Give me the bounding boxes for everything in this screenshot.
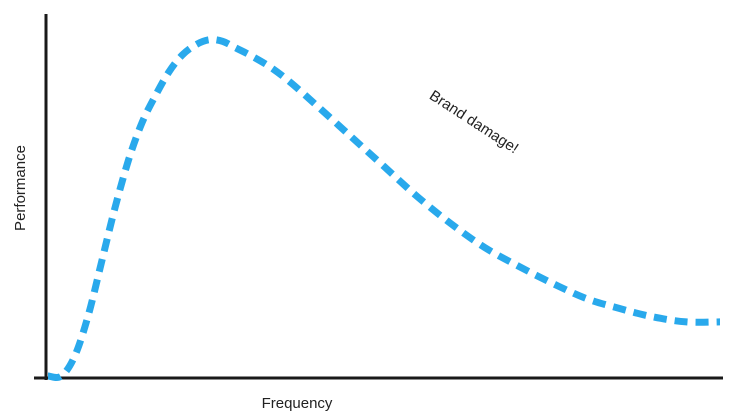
brand-damage-annotation: Brand damage! bbox=[426, 87, 521, 157]
x-axis-label: Frequency bbox=[262, 395, 333, 412]
performance-curve bbox=[47, 36, 721, 381]
y-axis-label: Performance bbox=[12, 145, 29, 231]
